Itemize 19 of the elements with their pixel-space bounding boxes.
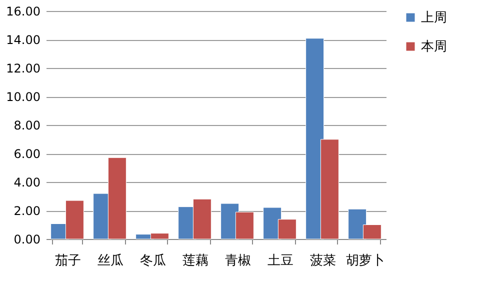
y-tick-label: 4.00 — [14, 176, 40, 190]
y-tick-label: 8.00 — [14, 118, 40, 132]
y-tick-label: 2.00 — [14, 204, 40, 218]
x-tick-label: 莲藕 — [182, 254, 208, 268]
x-tick-label: 菠菜 — [310, 254, 336, 268]
y-tick-label: 14.00 — [6, 33, 40, 47]
x-tick-label: 青椒 — [224, 254, 251, 268]
x-tick-label: 胡萝卜 — [346, 254, 385, 268]
x-tick-label: 丝瓜 — [97, 254, 124, 268]
y-tick-label: 0.00 — [14, 232, 40, 246]
x-tick-label: 茄子 — [54, 254, 81, 268]
y-tick-label: 16.00 — [6, 4, 40, 18]
x-tick-label: 冬瓜 — [140, 254, 166, 268]
y-tick-label: 10.00 — [6, 90, 40, 104]
y-tick-label: 12.00 — [6, 62, 40, 76]
legend-label: 本周 — [421, 40, 447, 54]
x-tick-label: 土豆 — [267, 254, 294, 268]
y-tick-label: 6.00 — [14, 147, 40, 161]
legend-label: 上周 — [421, 10, 447, 26]
